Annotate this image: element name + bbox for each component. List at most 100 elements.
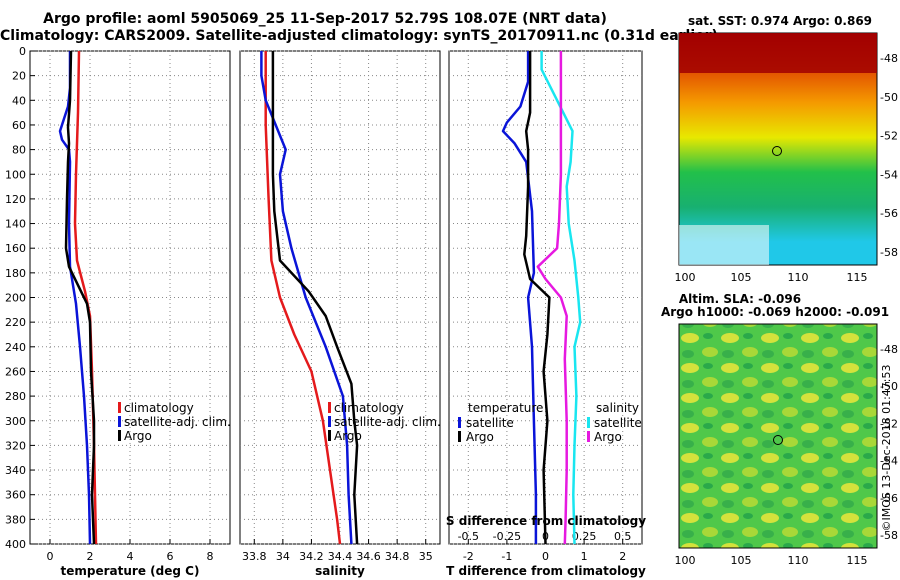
legend-climatology: climatology <box>124 401 194 415</box>
diff-legend-temp-title: temperature <box>468 401 543 415</box>
salinity-panel: 33.8 34 34.2 34.4 34.6 34.8 35 salinity climat… <box>239 50 441 578</box>
y-tick-label: 100 <box>5 168 26 181</box>
salinity-x-axis: 33.8 34 34.2 34.4 34.6 34.8 35 <box>242 539 433 563</box>
sal-legend-swatch-satellite <box>328 416 331 427</box>
legend-satellite-adj: satellite-adj. clim. <box>124 415 231 429</box>
map-x-tick-label: 100 <box>675 554 696 567</box>
s-tick-label: -0.25 <box>493 530 521 543</box>
map-y-tick-label: -54 <box>880 455 898 468</box>
diff-legend-s-satellite: satellite <box>594 416 642 430</box>
x-tick-label: -1 <box>501 550 512 563</box>
map-x-tick-label: 105 <box>731 271 752 284</box>
series-line-argo <box>64 50 96 545</box>
y-tick-label: 160 <box>5 242 26 255</box>
series-line-satellite-adj-clim- <box>58 51 92 545</box>
sal-legend-swatch-argo <box>328 430 331 441</box>
y-tick-label: 180 <box>5 267 26 280</box>
y-tick-label: 400 <box>5 538 26 551</box>
sst-map: sat. SST: 0.974 Argo: 0.869 100 105 110 115… <box>675 14 898 284</box>
y-tick-label: 340 <box>5 464 26 477</box>
difference-legend-temperature: temperature satellite Argo <box>458 401 543 444</box>
series-line-t-argo <box>523 51 551 545</box>
sla-map-subtitle: Argo h1000: -0.069 h2000: -0.091 <box>661 305 889 319</box>
sal-legend-argo: Argo <box>334 429 362 443</box>
map-y-tick-label: -56 <box>880 207 898 220</box>
diff-legend-t-argo: Argo <box>466 430 494 444</box>
x-tick-label: 34.4 <box>328 550 353 563</box>
x-tick-label: 2 <box>87 550 94 563</box>
sla-map: Altim. SLA: -0.096 Argo h1000: -0.069 h2… <box>661 292 898 567</box>
diff-legend-sal-title: salinity <box>596 401 639 415</box>
x-tick-label: 34.6 <box>356 550 381 563</box>
x-tick-label: 34 <box>276 550 290 563</box>
diff-legend-swatch-t-sat <box>458 417 461 428</box>
sst-map-title: sat. SST: 0.974 Argo: 0.869 <box>688 14 872 28</box>
diff-legend-t-satellite: satellite <box>466 416 514 430</box>
y-tick-label: 280 <box>5 390 26 403</box>
series-line-climatology <box>264 51 342 545</box>
x-tick-label: 1 <box>581 550 588 563</box>
figure-title-line2: Climatology: CARS2009. Satellite-adjuste… <box>0 28 718 44</box>
series-line-s-argo <box>536 51 568 545</box>
x-tick-label: 8 <box>207 550 214 563</box>
sal-legend-climatology: climatology <box>334 401 404 415</box>
map-y-tick-label: -54 <box>880 168 898 181</box>
y-tick-label: 60 <box>12 119 26 132</box>
temperature-y-axis: 0 20 40 60 80 100 120 140 160 180 200 220 240 260 280 3… <box>5 45 35 551</box>
x-tick-label: 6 <box>167 550 174 563</box>
y-tick-label: 300 <box>5 415 26 428</box>
salinity-legend: climatology satellite-adj. clim. Argo <box>328 401 441 443</box>
x-tick-label: 4 <box>127 550 134 563</box>
sst-warm-band <box>679 33 877 73</box>
y-tick-label: 20 <box>12 70 26 83</box>
figure-title-line1: Argo profile: aoml 5905069_25 11-Sep-201… <box>43 11 607 27</box>
x-tick-label: 2 <box>619 550 626 563</box>
map-x-tick-label: 115 <box>847 271 868 284</box>
map-x-tick-label: 110 <box>788 554 809 567</box>
x-tick-label: 0 <box>542 550 549 563</box>
sal-legend-satellite-adj: satellite-adj. clim. <box>334 415 441 429</box>
legend-argo: Argo <box>124 429 152 443</box>
temperature-legend: climatology satellite-adj. clim. Argo <box>118 401 231 443</box>
sla-map-axes: 100 105 110 115 -48 -50 -52 -54 -56 -58 <box>675 343 898 567</box>
y-tick-label: 260 <box>5 365 26 378</box>
map-x-tick-label: 105 <box>731 554 752 567</box>
x-tick-label: 33.8 <box>242 550 267 563</box>
map-x-tick-label: 110 <box>788 271 809 284</box>
map-y-tick-label: -48 <box>880 343 898 356</box>
difference-panel: -2 -1 0 1 2 -0.5 -0.25 0 0.25 0.5 T difference f… <box>446 50 646 578</box>
y-tick-label: 140 <box>5 218 26 231</box>
sal-legend-swatch-climatology <box>328 402 331 413</box>
map-y-tick-label: -50 <box>880 91 898 104</box>
y-tick-label: 380 <box>5 513 26 526</box>
series-line-s-satellite <box>540 51 582 545</box>
map-y-tick-label: -52 <box>880 417 898 430</box>
map-y-tick-label: -52 <box>880 130 898 143</box>
y-tick-label: 200 <box>5 292 26 305</box>
y-tick-label: 320 <box>5 439 26 452</box>
x-tick-label: 0 <box>47 550 54 563</box>
difference-legend-salinity: salinity satellite Argo <box>587 401 642 444</box>
legend-swatch-argo <box>118 430 121 441</box>
diff-legend-s-argo: Argo <box>594 430 622 444</box>
map-x-tick-label: 100 <box>675 271 696 284</box>
salinity-series <box>260 51 359 545</box>
s-tick-label: 0.5 <box>614 530 632 543</box>
series-line-satellite-adj-clim- <box>260 51 353 545</box>
sst-missing-data <box>679 225 769 265</box>
y-tick-label: 240 <box>5 341 26 354</box>
difference-s-label: S difference from climatology <box>446 514 646 528</box>
map-y-tick-label: -48 <box>880 52 898 65</box>
x-tick-label: -2 <box>463 550 474 563</box>
series-line-argo <box>271 51 359 545</box>
legend-swatch-climatology <box>118 402 121 413</box>
diff-legend-swatch-t-argo <box>458 431 461 442</box>
map-y-tick-label: -56 <box>880 492 898 505</box>
x-tick-label: 34.8 <box>385 550 410 563</box>
temperature-series <box>58 50 98 545</box>
sla-argo-location-marker <box>773 435 783 445</box>
map-y-tick-label: -50 <box>880 380 898 393</box>
map-x-tick-label: 115 <box>847 554 868 567</box>
difference-series <box>501 51 582 545</box>
difference-grid <box>449 50 642 545</box>
